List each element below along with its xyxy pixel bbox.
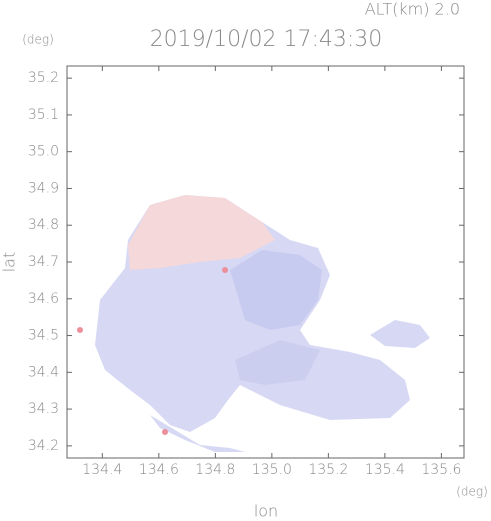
y-tick-label: 34.4 [28, 364, 59, 380]
y-tick-label: 34.8 [28, 217, 59, 233]
echo-blue-dark [230, 250, 322, 330]
y-tick-label: 34.6 [28, 291, 59, 307]
echo-red [128, 195, 275, 270]
echo-blue [150, 415, 245, 452]
x-tick-label: 134.8 [195, 462, 235, 478]
y-tick-label: 35.2 [28, 70, 59, 86]
y-tick-label: 34.2 [28, 438, 59, 454]
y-tick-label: 34.5 [28, 328, 59, 344]
y-tick-label: 34.3 [28, 401, 59, 417]
y-tick-label: 35.1 [28, 107, 59, 123]
x-tick-label: 135.6 [421, 462, 461, 478]
y-tick-label: 34.9 [28, 180, 59, 196]
y-axis-label: lat [0, 252, 19, 273]
y-tick-label: 35.0 [28, 144, 59, 160]
x-tick-label: 134.4 [82, 462, 122, 478]
chart-title: 2019/10/02 17:43:30 [150, 27, 383, 52]
echo-red [222, 267, 228, 273]
echo-blue-dark [235, 340, 320, 385]
y-tick-label: 34.7 [28, 254, 59, 270]
echo-red [162, 429, 168, 435]
x-tick-label: 134.6 [139, 462, 179, 478]
echo-red [77, 327, 83, 333]
echo-blue [370, 320, 430, 348]
chart-subtitle: ALT(km) 2.0 [365, 0, 460, 19]
radar-echo [77, 195, 430, 452]
x-tick-label: 135.0 [252, 462, 292, 478]
x-axis-label: lon [254, 502, 278, 521]
x-unit: (deg) [456, 485, 488, 499]
x-tick-label: 135.2 [308, 462, 348, 478]
y-unit: (deg) [22, 33, 54, 47]
x-tick-label: 135.4 [365, 462, 405, 478]
